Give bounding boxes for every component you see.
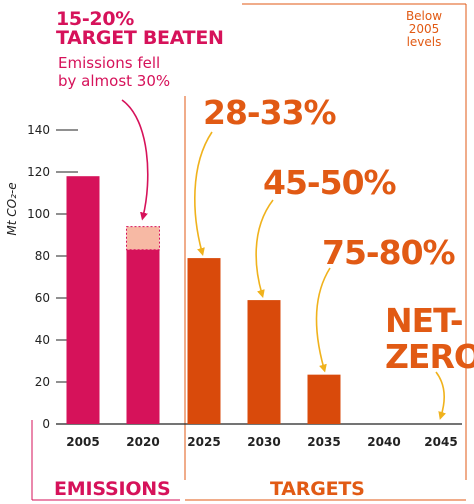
arrow-2020 [121,99,149,221]
section-targets: TARGETS [270,478,365,500]
emissions-fell-note: Emissions fell by almost 30% [58,54,170,90]
y-tick-label-5: 100 [27,207,50,221]
y-tick-label-3: 60 [35,291,50,305]
target-2025-label: 28-33% [203,93,337,132]
arrow-2025 [194,131,213,256]
x-tick-label-2035: 2035 [307,435,340,449]
x-tick-label-2045: 2045 [424,435,457,449]
net-zero-label: NET- ZERO [385,303,474,375]
below-line-1: Below [405,9,443,23]
y-tick-label-1: 20 [35,375,50,389]
y-tick-label-7: 140 [27,123,50,137]
x-tick-label-2020: 2020 [126,435,159,449]
x-tick-label-2040: 2040 [367,435,400,449]
target-band-2020 [126,226,160,251]
below-line-2: 2005 [408,22,440,36]
section-emissions: EMISSIONS [54,478,171,500]
y-tick-label-2: 40 [35,333,50,347]
y-axis-label-text: Mt CO₂-e [5,182,19,236]
y-tick-label-0: 0 [42,417,50,431]
target-beaten-title: 15-20% TARGET BEATEN [56,10,224,48]
net-zero-line-2: ZERO [385,337,474,376]
y-tick-label-6: 120 [27,165,50,179]
target-2035-label: 75-80% [322,233,456,272]
target-beaten-label: TARGET BEATEN [56,27,224,49]
target-2030-label: 45-50% [263,163,397,202]
emissions-fell-line: Emissions fell [58,54,161,72]
net-zero-line-1: NET- [385,301,464,340]
bar-emissions-2005 [66,176,100,424]
bar-targets-2030 [247,300,281,424]
below-2005-note: Below 2005 levels [392,10,456,49]
bar-targets-2025 [187,258,221,424]
bar-emissions-2020 [126,249,160,424]
bar-targets-2035 [307,374,341,424]
y-axis-label: Mt CO₂-e [2,150,24,270]
by-almost-line: by almost 30% [58,72,171,90]
below-line-3: levels [406,35,442,49]
target-beaten-pct: 15-20% [56,8,135,30]
x-tick-label-2005: 2005 [66,435,99,449]
arrow-2030 [255,199,274,298]
y-tick-label-4: 80 [35,249,50,263]
x-tick-label-2030: 2030 [247,435,280,449]
arrow-2045 [435,371,447,420]
x-tick-label-2025: 2025 [187,435,220,449]
arrow-2035 [315,267,331,373]
